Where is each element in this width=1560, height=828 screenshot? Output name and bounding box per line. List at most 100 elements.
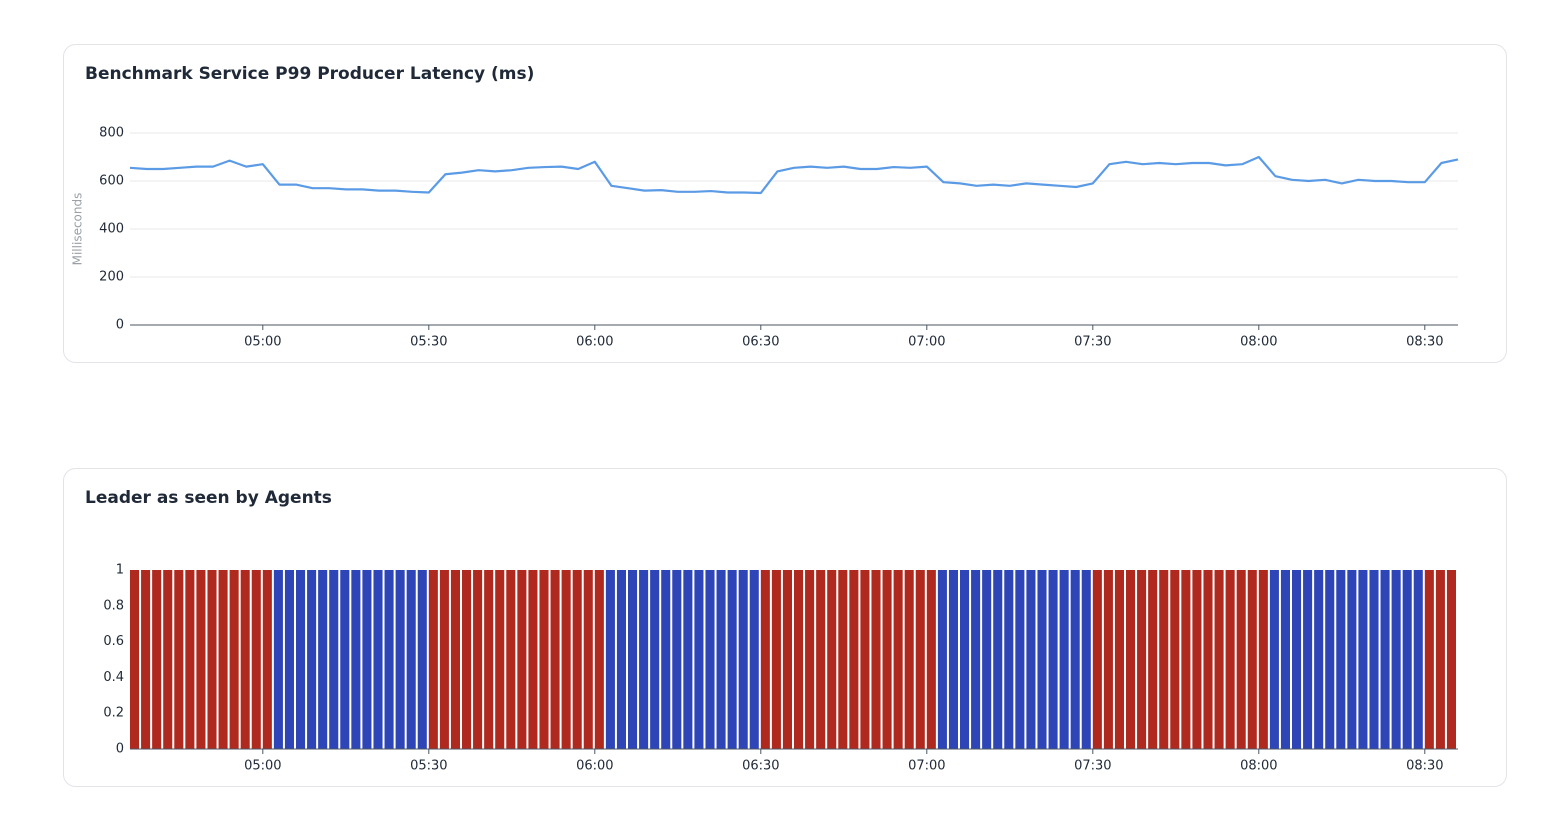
chart-title: Benchmark Service P99 Producer Latency (… [85, 64, 534, 84]
y-axis-label: Milliseconds [71, 193, 85, 266]
bar [1037, 570, 1047, 749]
x-tick-label: 06:30 [742, 759, 779, 774]
bar [1192, 570, 1202, 749]
bar [1314, 570, 1324, 749]
bar [1336, 570, 1346, 749]
bar [1203, 570, 1213, 749]
y-tick-label: 200 [99, 270, 124, 285]
bar [794, 570, 804, 749]
bar [395, 570, 405, 749]
bar [782, 570, 792, 749]
bar [130, 570, 140, 749]
chart-title: Leader as seen by Agents [85, 488, 332, 508]
bar [1391, 570, 1401, 749]
bar [805, 570, 815, 749]
bar [1214, 570, 1224, 749]
bar [1236, 570, 1246, 749]
bar [329, 570, 339, 749]
x-tick-label: 05:30 [410, 335, 447, 350]
line [129, 155, 1459, 195]
bar [882, 570, 892, 749]
bar [771, 570, 781, 749]
bar [650, 570, 660, 749]
bar [1159, 570, 1169, 749]
bar [196, 570, 206, 749]
x-tick-label: 08:30 [1406, 335, 1443, 350]
y-tick-label: 600 [99, 174, 124, 189]
bar [838, 570, 848, 749]
bar [1059, 570, 1069, 749]
bar [705, 570, 715, 749]
x-tick-label: 06:30 [742, 335, 779, 350]
x-tick-label: 06:00 [576, 335, 613, 350]
bar [284, 570, 294, 749]
y-tick-label: 400 [99, 222, 124, 237]
bar [1004, 570, 1014, 749]
bar [960, 570, 970, 749]
bar [1137, 570, 1147, 749]
bar [1303, 570, 1313, 749]
bar [993, 570, 1003, 749]
y-tick-label: 0.2 [103, 706, 124, 721]
bar [218, 570, 228, 749]
bar [893, 570, 903, 749]
bar [251, 570, 261, 749]
bar [362, 570, 372, 749]
bar [152, 570, 162, 749]
bar [915, 570, 925, 749]
bar [1292, 570, 1302, 749]
bar [1126, 570, 1136, 749]
x-tick-label: 05:30 [410, 759, 447, 774]
y-tick-label: 0.4 [103, 670, 124, 685]
bar [871, 570, 881, 749]
x-tick-label: 05:00 [244, 335, 281, 350]
bar [1325, 570, 1335, 749]
bar [1114, 570, 1124, 749]
bar [528, 570, 538, 749]
x-tick-label: 07:00 [908, 759, 945, 774]
bar [1026, 570, 1036, 749]
bar [1380, 570, 1390, 749]
bar [749, 570, 759, 749]
x-tick-label: 07:30 [1074, 759, 1111, 774]
bar [207, 570, 217, 749]
bar [141, 570, 151, 749]
bar [860, 570, 870, 749]
bar [1148, 570, 1158, 749]
bar [1347, 570, 1357, 749]
bar [428, 570, 438, 749]
bar [384, 570, 394, 749]
bar [484, 570, 494, 749]
x-tick-label: 07:30 [1074, 335, 1111, 350]
bar [1369, 570, 1379, 749]
bar [948, 570, 958, 749]
bar [373, 570, 383, 749]
bar [561, 570, 571, 749]
bar [816, 570, 826, 749]
bar [174, 570, 184, 749]
bar [340, 570, 350, 749]
bar [971, 570, 981, 749]
bar [1435, 570, 1445, 749]
panel [63, 44, 1507, 363]
bar [550, 570, 560, 749]
bar [572, 570, 582, 749]
bar [1081, 570, 1091, 749]
x-tick-label: 07:00 [908, 335, 945, 350]
bar [417, 570, 427, 749]
x-tick-label: 08:30 [1406, 759, 1443, 774]
bar [683, 570, 693, 749]
bar [628, 570, 638, 749]
bar [1358, 570, 1368, 749]
bar [240, 570, 250, 749]
bar [849, 570, 859, 749]
bar [1070, 570, 1080, 749]
bar [583, 570, 593, 749]
y-tick-label: 0.8 [103, 598, 124, 613]
bar [506, 570, 516, 749]
bar [1092, 570, 1102, 749]
bar [185, 570, 195, 749]
bar [760, 570, 770, 749]
